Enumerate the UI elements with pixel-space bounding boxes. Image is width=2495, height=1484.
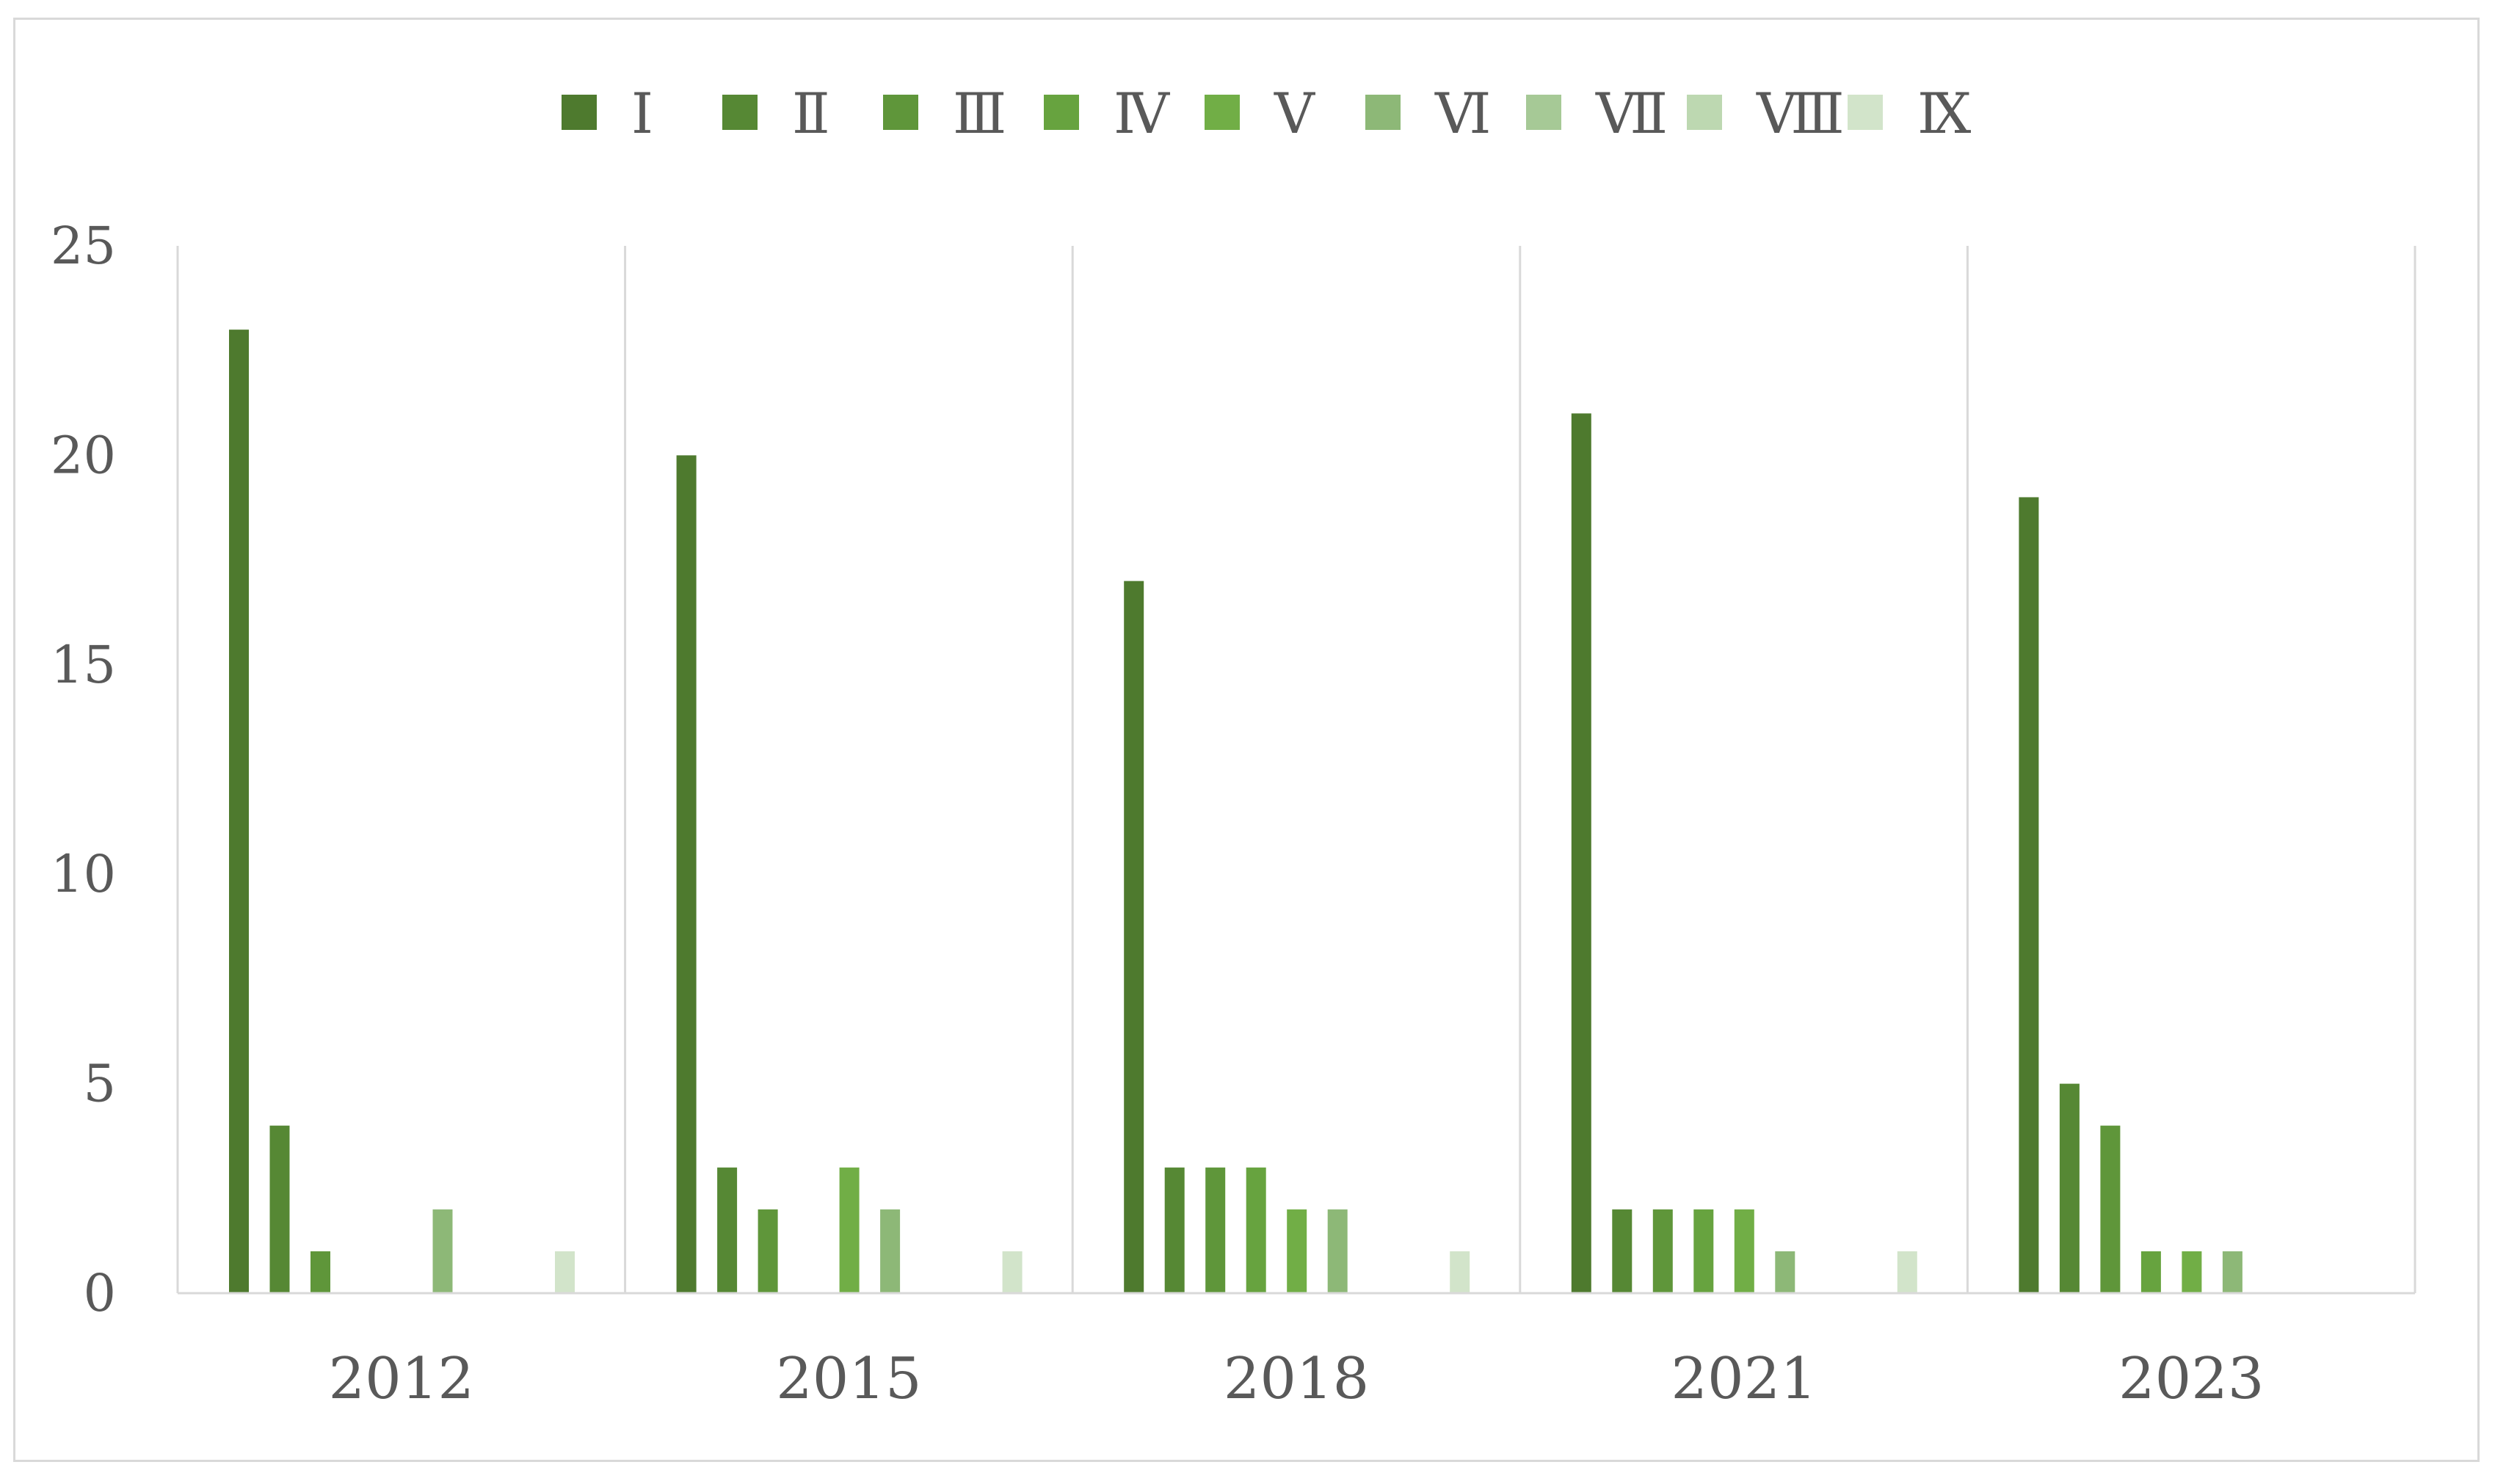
legend-label: Ⅱ <box>792 81 830 146</box>
y-tick-label: 25 <box>51 216 116 276</box>
bar <box>2019 497 2039 1293</box>
bar <box>1164 1167 1185 1293</box>
legend: Ⅰ Ⅱ Ⅲ Ⅳ Ⅴ Ⅵ Ⅶ Ⅷ Ⅸ <box>562 81 1971 146</box>
bar <box>1205 1167 1226 1293</box>
bar <box>2100 1125 2121 1293</box>
bar <box>555 1251 575 1293</box>
x-tick-label: 2018 <box>1224 1346 1370 1412</box>
legend-label: Ⅴ <box>1274 81 1315 146</box>
legend-label: Ⅲ <box>953 81 1006 146</box>
y-tick-label: 0 <box>83 1263 116 1323</box>
y-tick-label: 5 <box>83 1054 116 1114</box>
legend-swatch <box>883 95 918 130</box>
bar <box>432 1209 453 1293</box>
y-axis: 0 5 10 15 20 25 <box>51 216 116 1323</box>
bar <box>229 330 249 1293</box>
legend-item: Ⅵ <box>1365 81 1491 146</box>
bar <box>1002 1251 1023 1293</box>
bar <box>1571 413 1591 1293</box>
bar <box>676 455 697 1293</box>
bar <box>2140 1251 2161 1293</box>
bar <box>758 1209 778 1293</box>
legend-swatch <box>1365 95 1401 130</box>
legend-label: Ⅵ <box>1434 81 1491 146</box>
bar <box>1652 1209 1673 1293</box>
legend-item: Ⅳ <box>1044 81 1171 146</box>
legend-label: Ⅶ <box>1595 81 1668 146</box>
legend-item: Ⅸ <box>1848 81 1971 146</box>
bar <box>880 1209 901 1293</box>
legend-swatch <box>1044 95 1079 130</box>
bar <box>717 1167 738 1293</box>
bar <box>1612 1209 1633 1293</box>
legend-swatch <box>1848 95 1883 130</box>
y-tick-label: 10 <box>51 844 116 904</box>
bar <box>839 1167 860 1293</box>
legend-item: Ⅲ <box>883 81 1006 146</box>
bar <box>1287 1209 1307 1293</box>
bar <box>1693 1209 1714 1293</box>
legend-label: Ⅰ <box>631 81 653 146</box>
legend-swatch <box>722 95 758 130</box>
bar <box>1775 1251 1795 1293</box>
bar <box>1124 581 1144 1293</box>
bar <box>2059 1083 2080 1293</box>
bar <box>1734 1209 1754 1293</box>
x-tick-label: 2023 <box>2118 1346 2265 1412</box>
y-tick-label: 15 <box>51 635 116 695</box>
legend-swatch <box>1687 95 1722 130</box>
x-tick-label: 2021 <box>1671 1346 1817 1412</box>
bar <box>269 1125 290 1293</box>
bar <box>1327 1209 1348 1293</box>
legend-swatch <box>562 95 597 130</box>
bar <box>2222 1251 2242 1293</box>
x-tick-label: 2012 <box>329 1346 475 1412</box>
bar <box>1897 1251 1917 1293</box>
legend-label: Ⅳ <box>1114 81 1171 146</box>
grid-lines <box>176 246 2416 1293</box>
legend-item: Ⅰ <box>562 81 653 146</box>
legend-item: Ⅷ <box>1687 81 1845 146</box>
legend-item: Ⅶ <box>1526 81 1668 146</box>
bars <box>229 330 2242 1293</box>
bar <box>2182 1251 2202 1293</box>
bar <box>1450 1251 1470 1293</box>
x-axis: 2012 2015 2018 2021 2023 <box>178 1292 2415 1412</box>
y-tick-label: 20 <box>51 425 116 485</box>
bar <box>310 1251 330 1293</box>
x-tick-label: 2015 <box>776 1346 922 1412</box>
legend-label: Ⅷ <box>1756 81 1845 146</box>
legend-label: Ⅸ <box>1917 81 1971 146</box>
legend-item: Ⅴ <box>1205 81 1315 146</box>
legend-swatch <box>1526 95 1561 130</box>
bar <box>1246 1167 1266 1293</box>
legend-item: Ⅱ <box>722 81 830 146</box>
legend-swatch <box>1205 95 1240 130</box>
